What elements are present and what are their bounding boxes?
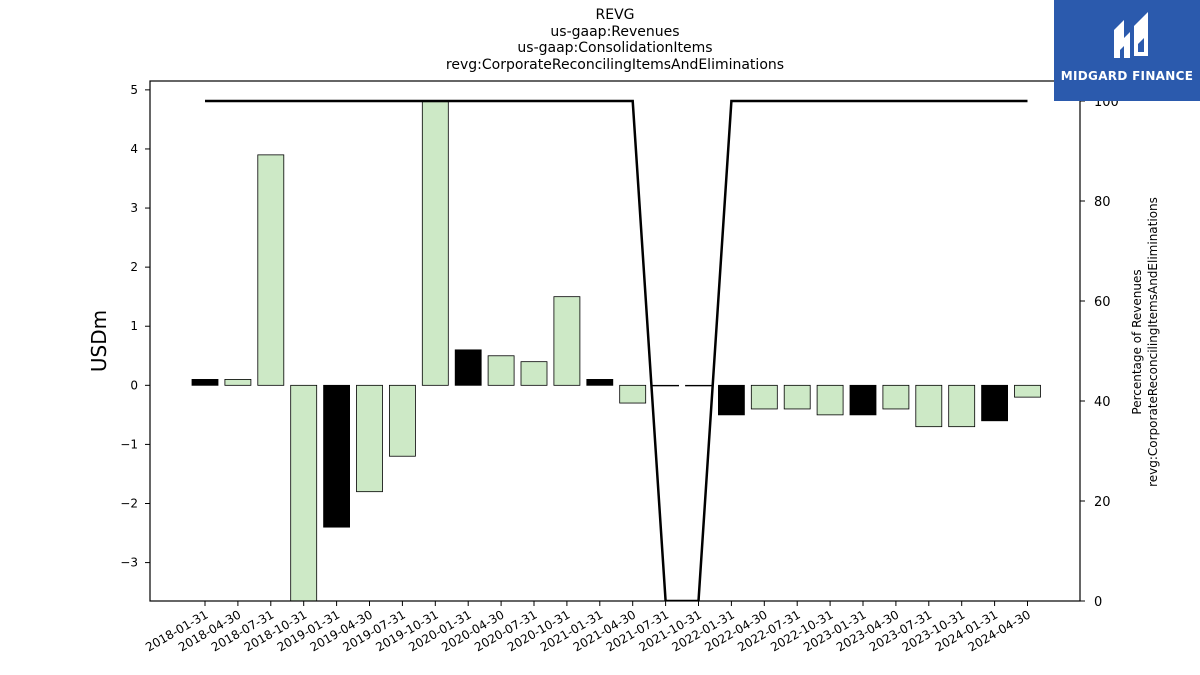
bar-2021-07-31 — [652, 384, 679, 387]
bar-2019-10-31 — [421, 101, 449, 386]
logo: MIDGARD FINANCE — [1054, 0, 1200, 101]
y-right-axis-label-line-2: revg:CorporateReconcilingItemsAndElimina… — [1146, 197, 1160, 487]
y-right-tick-label: 80 — [1094, 195, 1111, 210]
y-right-axis-label-line-1: Percentage of Revenues — [1130, 269, 1144, 414]
bar-2023-10-31 — [948, 384, 976, 428]
bar-2022-10-31 — [816, 384, 844, 416]
percentage-line — [205, 99, 1028, 601]
bar-2019-07-31 — [388, 384, 416, 457]
y-tick-label: −2 — [120, 497, 138, 511]
bar-2020-07-31 — [520, 361, 548, 386]
bar-2018-01-31 — [191, 379, 219, 386]
bar-2021-01-31 — [586, 379, 614, 386]
bar-2022-01-31 — [718, 384, 745, 416]
y-tick-label: 0 — [130, 378, 138, 392]
y-right-tick-label: 60 — [1094, 295, 1111, 310]
y-right-tick-label: 0 — [1094, 595, 1102, 610]
chart-title-line-4: revg:CorporateReconcilingItemsAndElimina… — [445, 57, 785, 73]
y-tick-label: 4 — [130, 142, 138, 156]
y-right-tick-label: 40 — [1094, 395, 1111, 410]
bar-2023-01-31 — [849, 384, 877, 416]
midgard-logo-icon — [1114, 12, 1148, 58]
bar-2019-04-30 — [356, 384, 383, 493]
bar-2021-10-31 — [685, 384, 712, 387]
plot-frame — [149, 80, 1081, 602]
bar-2023-04-30 — [882, 384, 910, 410]
y-tick-label: 3 — [130, 201, 138, 215]
bar-2021-04-30 — [619, 384, 647, 404]
bar-2018-10-31 — [290, 384, 318, 601]
chart-title-line-1: REVG — [595, 7, 635, 23]
y-axis-label: USDm — [87, 310, 111, 372]
bar-2018-04-30 — [224, 379, 252, 386]
logo-text: MIDGARD FINANCE — [1060, 69, 1194, 83]
y-tick-label: −3 — [120, 556, 138, 570]
bar-2024-04-30 — [1014, 384, 1041, 398]
bar-2020-10-31 — [553, 296, 581, 386]
chart-title-line-3: us-gaap:ConsolidationItems — [517, 40, 713, 56]
bar-2019-01-31 — [323, 384, 351, 528]
bar-2024-01-31 — [981, 384, 1008, 422]
bar-2022-04-30 — [750, 384, 778, 410]
bar-2020-04-30 — [487, 355, 515, 386]
bar-2018-07-31 — [257, 154, 285, 386]
y-tick-label: 5 — [130, 83, 138, 97]
chart-title-line-2: us-gaap:Revenues — [550, 24, 680, 40]
bar-2023-07-31 — [915, 384, 943, 428]
y-tick-label: 2 — [130, 260, 138, 274]
y-tick-label: −1 — [120, 437, 138, 451]
bar-2020-01-31 — [454, 349, 482, 386]
bar-2022-07-31 — [783, 384, 811, 410]
y-right-tick-label: 20 — [1094, 495, 1111, 510]
y-tick-label: 1 — [130, 319, 138, 333]
